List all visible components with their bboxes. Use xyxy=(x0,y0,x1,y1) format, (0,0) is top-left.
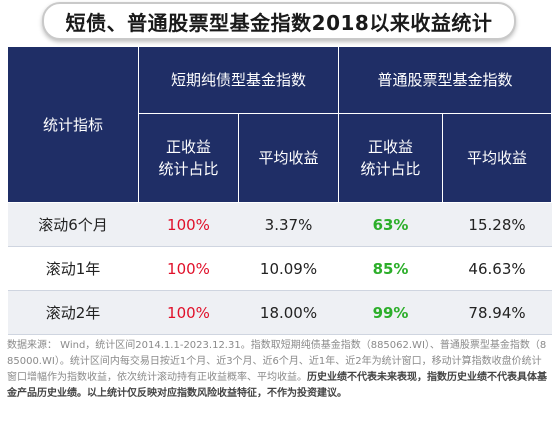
title-area: 短债、普通股票型基金指数2018以来收益统计 xyxy=(0,0,558,42)
footnote-source: 数据来源： Wind，统计区间2014.1.1-2023.12.31。指数取短期… xyxy=(7,340,547,383)
bond-positive-ratio: 100% xyxy=(138,202,239,247)
table-row: 滚动1年 100% 10.09% 85% 46.63% xyxy=(7,246,552,291)
table-row: 滚动2年 100% 18.00% 99% 78.94% xyxy=(7,290,552,335)
bond-positive-ratio: 100% xyxy=(138,290,239,335)
stock-positive-ratio: 99% xyxy=(338,290,443,335)
stats-table: 统计指标 短期纯债型基金指数 普通股票型基金指数 正收益 统计占比 平均收益 正… xyxy=(7,46,553,335)
header-group-stock: 普通股票型基金指数 xyxy=(338,46,553,114)
bond-avg-return: 10.09% xyxy=(238,246,339,291)
header-stock-positive-ratio: 正收益 统计占比 xyxy=(338,113,444,203)
footnote: 数据来源： Wind，统计区间2014.1.1-2023.12.31。指数取短期… xyxy=(7,338,551,402)
table-row: 滚动6个月 100% 3.37% 63% 15.28% xyxy=(7,202,552,247)
stock-positive-ratio: 63% xyxy=(338,202,443,247)
row-label: 滚动6个月 xyxy=(7,202,139,247)
stock-avg-return: 15.28% xyxy=(442,202,552,247)
header-bond-positive-ratio: 正收益 统计占比 xyxy=(138,113,239,203)
row-label: 滚动2年 xyxy=(7,290,139,335)
stock-avg-return: 78.94% xyxy=(442,290,552,335)
bond-positive-ratio: 100% xyxy=(138,246,239,291)
header-bond-avg-return: 平均收益 xyxy=(237,113,340,203)
stock-avg-return: 46.63% xyxy=(442,246,552,291)
header-group-bond: 短期纯债型基金指数 xyxy=(137,46,340,114)
bond-avg-return: 18.00% xyxy=(238,290,339,335)
stock-positive-ratio: 85% xyxy=(338,246,443,291)
row-label: 滚动1年 xyxy=(7,246,139,291)
footnote-disclaimer: 历史业绩不代表未来表现，指数历史业绩不代表具体基金产品历史业绩。以上统计仅反映对… xyxy=(7,372,547,399)
header-stock-avg-return: 平均收益 xyxy=(442,113,553,203)
header-stat-label: 统计指标 xyxy=(7,46,139,203)
bond-avg-return: 3.37% xyxy=(238,202,339,247)
page-title: 短债、普通股票型基金指数2018以来收益统计 xyxy=(41,2,517,40)
